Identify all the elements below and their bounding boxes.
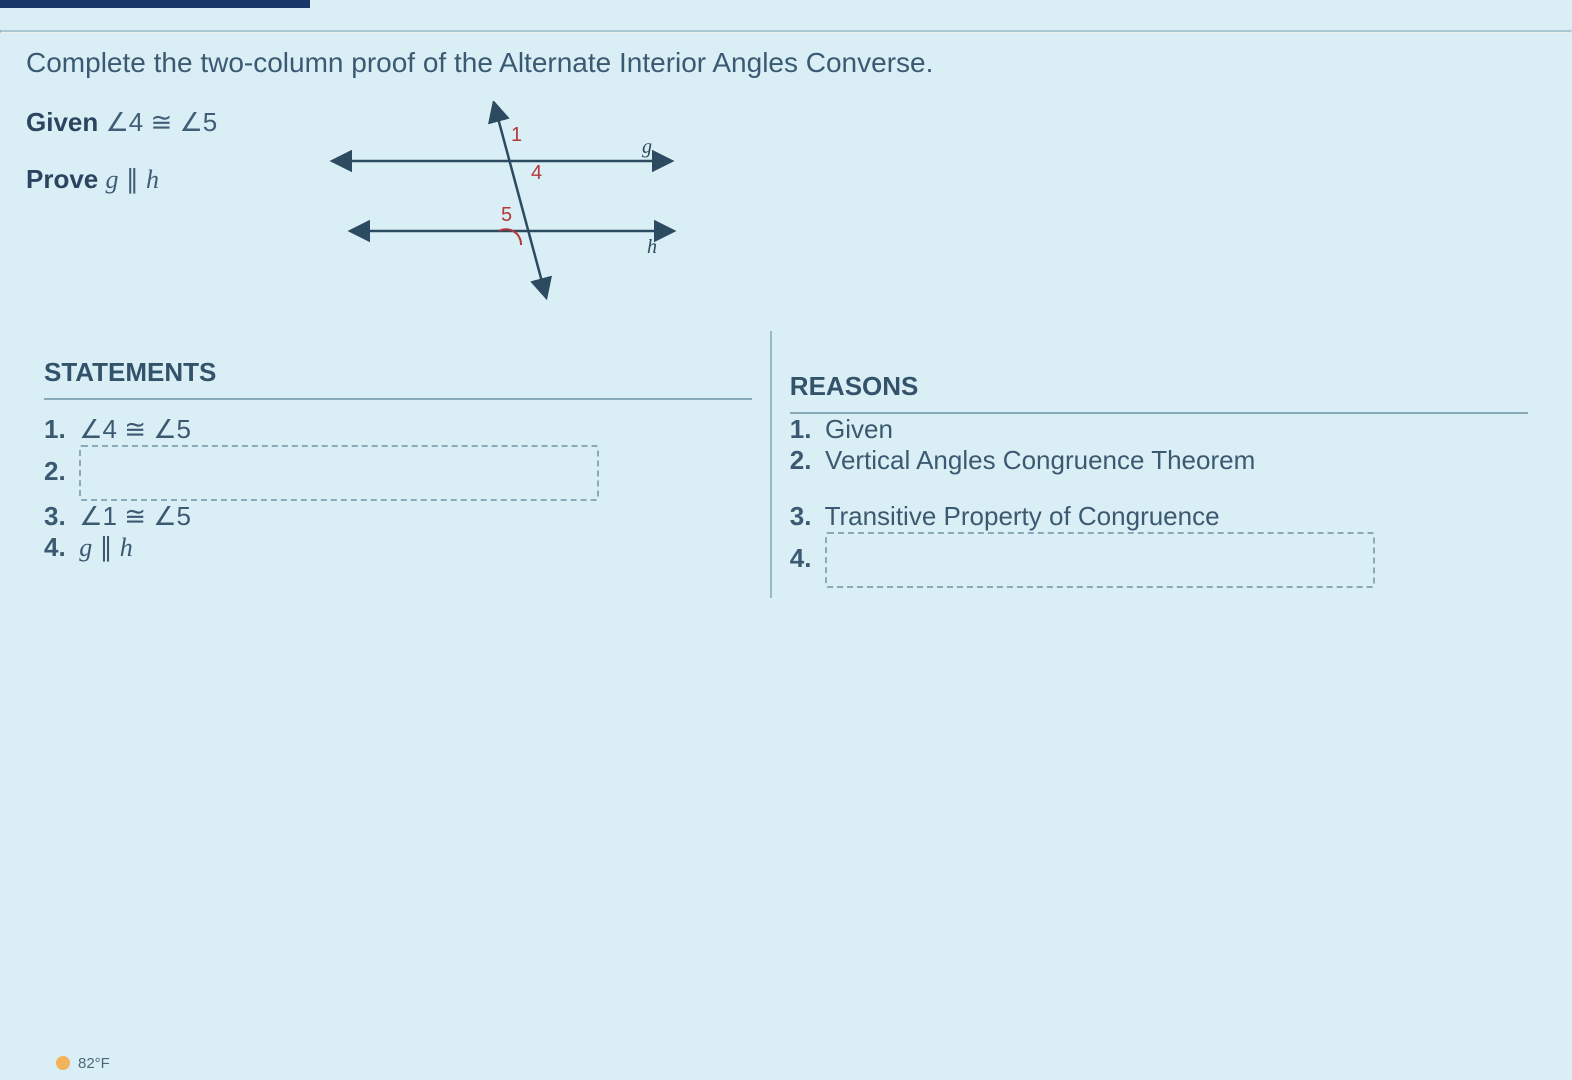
header-row: STATEMENTS REASONS bbox=[26, 331, 1546, 414]
line-label-g: g bbox=[642, 136, 652, 158]
reason-cell-2: 2. Vertical Angles Congruence Theorem bbox=[771, 445, 1546, 501]
given-prove-column: Given ∠4 ≅ ∠5 Prove g ∥ h bbox=[26, 101, 217, 195]
reason-4-blank[interactable] bbox=[825, 532, 1375, 588]
prove-line: Prove g ∥ h bbox=[26, 164, 217, 195]
prove-label: Prove bbox=[26, 164, 98, 194]
given-prove-row: Given ∠4 ≅ ∠5 Prove g ∥ h bbox=[26, 101, 1546, 301]
parallel-symbol: ∥ bbox=[126, 164, 146, 194]
prove-var-h: h bbox=[146, 165, 159, 194]
weather-icon bbox=[56, 1056, 70, 1070]
statement-cell-1: 1. ∠4 ≅ ∠5 bbox=[26, 414, 771, 445]
top-bar bbox=[0, 0, 1572, 30]
reason-3: Transitive Property of Congruence bbox=[825, 501, 1220, 531]
row-number: 1. bbox=[790, 414, 818, 445]
statement-4-h: h bbox=[120, 533, 133, 562]
reasons-header-cell: REASONS bbox=[771, 331, 1546, 414]
given-line: Given ∠4 ≅ ∠5 bbox=[26, 107, 217, 138]
table-row: 2. 2. Vertical Angles Congruence Theorem bbox=[26, 445, 1546, 501]
statement-1: ∠4 ≅ ∠5 bbox=[79, 414, 191, 444]
statement-cell-3: 3. ∠1 ≅ ∠5 bbox=[26, 501, 771, 532]
reason-cell-1: 1. Given bbox=[771, 414, 1546, 445]
table-row: 1. ∠4 ≅ ∠5 1. Given bbox=[26, 414, 1546, 445]
angle-label-1: 1 bbox=[511, 124, 522, 146]
reason-cell-4: 4. bbox=[771, 532, 1546, 598]
statements-header-rule bbox=[44, 398, 752, 400]
reason-cell-3: 3. Transitive Property of Congruence bbox=[771, 501, 1546, 532]
taskbar: 82°F bbox=[0, 1046, 1572, 1080]
line-label-h: h bbox=[647, 236, 657, 258]
table-row: 3. ∠1 ≅ ∠5 3. Transitive Property of Con… bbox=[26, 501, 1546, 532]
statement-cell-4: 4. g ∥ h bbox=[26, 532, 771, 598]
proof-table: STATEMENTS REASONS 1. ∠4 ≅ ∠5 1. Given bbox=[26, 331, 1546, 598]
statement-3: ∠1 ≅ ∠5 bbox=[79, 501, 191, 531]
row-number: 3. bbox=[790, 501, 818, 532]
reason-2: Vertical Angles Congruence Theorem bbox=[825, 445, 1255, 475]
table-row: 4. g ∥ h 4. bbox=[26, 532, 1546, 598]
reasons-header: REASONS bbox=[790, 331, 1528, 412]
prove-var-g: g bbox=[106, 165, 119, 194]
given-expression: ∠4 ≅ ∠5 bbox=[105, 107, 217, 137]
prompt-text: Complete the two-column proof of the Alt… bbox=[26, 47, 1546, 79]
statement-4-g: g bbox=[79, 533, 92, 562]
angle-label-4: 4 bbox=[531, 162, 542, 184]
row-number: 4. bbox=[790, 543, 818, 574]
row-number: 1. bbox=[44, 414, 72, 445]
row-number: 3. bbox=[44, 501, 72, 532]
given-label: Given bbox=[26, 107, 98, 137]
statement-cell-2: 2. bbox=[26, 445, 771, 501]
statements-header-cell: STATEMENTS bbox=[26, 331, 771, 414]
row-number: 4. bbox=[44, 532, 72, 563]
weather-temp: 82°F bbox=[78, 1055, 110, 1072]
row-number: 2. bbox=[44, 456, 72, 487]
row-number: 2. bbox=[790, 445, 818, 476]
angle-label-5: 5 bbox=[501, 204, 512, 226]
parallel-symbol-4: ∥ bbox=[99, 532, 119, 562]
statements-header: STATEMENTS bbox=[44, 331, 752, 398]
progress-bar bbox=[0, 0, 310, 8]
geometry-diagram: 1 4 5 g h bbox=[327, 101, 687, 301]
reason-1: Given bbox=[825, 414, 893, 444]
content-area: Complete the two-column proof of the Alt… bbox=[0, 33, 1572, 598]
proof-table-wrap: STATEMENTS REASONS 1. ∠4 ≅ ∠5 1. Given bbox=[26, 331, 1546, 598]
statement-2-blank[interactable] bbox=[79, 445, 599, 501]
